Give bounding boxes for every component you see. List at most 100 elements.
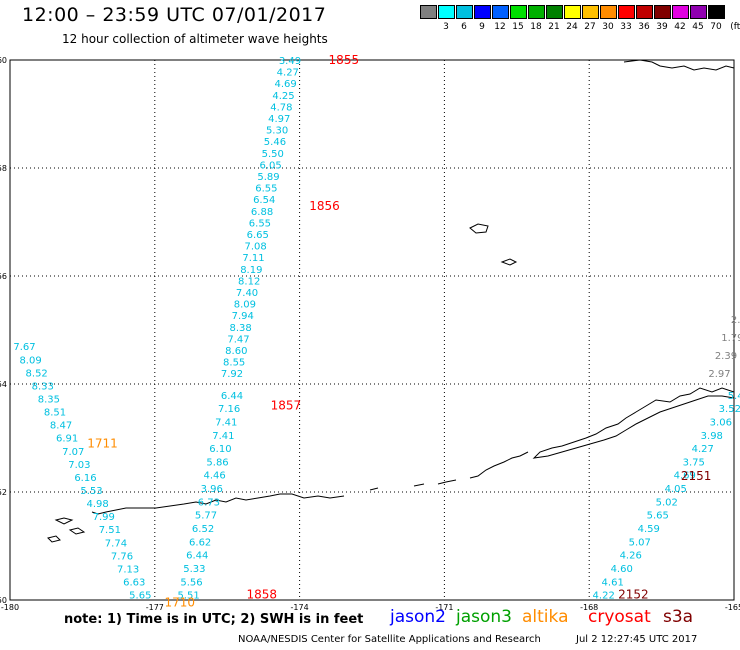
wave-height-value: 8.33 <box>32 381 54 392</box>
lon-tick-label: -168 <box>580 603 598 612</box>
wave-height-value: 4.60 <box>611 564 633 575</box>
wave-height-value: 2.39 <box>715 351 737 362</box>
wave-height-value: 4.61 <box>602 577 624 588</box>
legend-label: 12 <box>494 22 506 32</box>
wave-height-value: 4.59 <box>638 524 660 535</box>
lat-lon-grid: 60 58 56 54 52 50-180 -177 -174 -171 -168 -165 <box>0 56 740 612</box>
map-frame <box>9 59 735 601</box>
wave-height-value: 6.10 <box>209 444 231 455</box>
wave-height-value: 7.92 <box>221 369 243 380</box>
wave-height-value: 6.55 <box>255 184 277 195</box>
satellite-name-cryosat: cryosat <box>588 607 651 627</box>
legend-swatch <box>564 5 581 19</box>
wave-height-value: 5.46 <box>264 137 286 148</box>
wave-height-value: 6.62 <box>189 537 211 548</box>
wave-height-value: 8.47 <box>50 421 72 432</box>
credit-text: NOAA/NESDIS Center for Satellite Applica… <box>238 634 541 645</box>
wave-height-value: 6.73 <box>198 497 220 508</box>
wave-height-value: 7.41 <box>215 417 237 428</box>
wave-height-value: 6.05 <box>260 160 282 171</box>
wave-height-value: 4.27 <box>692 444 714 455</box>
wave-height-value: 4.46 <box>204 471 226 482</box>
legend-label: 15 <box>512 22 524 32</box>
wave-height-value: 5.53 <box>80 486 102 497</box>
lat-tick-label: 54 <box>0 380 7 389</box>
legend-swatch <box>582 5 599 19</box>
wave-height-value: 7.41 <box>212 431 234 442</box>
pass-time-label: 1711 <box>87 436 118 450</box>
wave-height-value: 5.56 <box>180 577 202 588</box>
legend-label: 39 <box>656 22 668 32</box>
wave-height-value: 8.09 <box>234 300 256 311</box>
legend-swatch <box>708 5 725 19</box>
lat-tick-label: 60 <box>0 56 7 65</box>
alaska-peninsula-coast <box>532 387 735 459</box>
legend-label: 36 <box>638 22 650 32</box>
wave-height-value: 5.86 <box>206 457 228 468</box>
footer-note: note: 1) Time is in UTC; 2) SWH is in fe… <box>64 612 364 627</box>
alaska-mainland-coast <box>623 59 735 71</box>
wave-height-value: 5.33 <box>183 564 205 575</box>
wave-height-value: 4.27 <box>277 68 299 79</box>
legend-swatch <box>672 5 689 19</box>
wave-height-value: 8.51 <box>44 408 66 419</box>
legend-label: 18 <box>530 22 542 32</box>
wave-height-value: 8.09 <box>19 355 41 366</box>
lat-tick-label: 50 <box>0 596 7 605</box>
wave-height-value: 6.65 <box>247 230 269 241</box>
satellite-name-jason3: jason3 <box>456 607 512 627</box>
wave-height-value: 4.78 <box>270 102 292 113</box>
map-title: 12:00 – 23:59 UTC 07/01/2017 <box>22 4 327 26</box>
pass-time-label: 2152 <box>618 588 649 602</box>
lat-tick-label: 56 <box>0 272 7 281</box>
wave-height-value: 7.99 <box>93 512 115 523</box>
wave-height-value: 6.52 <box>192 524 214 535</box>
satellite-name-jason2: jason2 <box>390 607 446 627</box>
wave-height-value: 7.03 <box>68 460 90 471</box>
legend-label: 24 <box>566 22 578 32</box>
lon-tick-label: -171 <box>435 603 453 612</box>
satellite-name-s3a: s3a <box>663 607 694 627</box>
wave-height-value: 6.16 <box>74 473 96 484</box>
wave-height-value: 8.35 <box>38 394 60 405</box>
wave-height-value: 8.60 <box>225 346 247 357</box>
pass-time-label: 1855 <box>329 53 360 67</box>
pass-time-label: 1856 <box>309 199 340 213</box>
wave-height-value: 7.94 <box>232 311 254 322</box>
legend-swatch <box>456 5 473 19</box>
satellite-name-altika: altika <box>522 607 569 627</box>
wave-height-value: 4.98 <box>87 499 109 510</box>
wave-height-value: 8.12 <box>238 276 260 287</box>
wave-height-value: 7.51 <box>99 525 121 536</box>
wave-height-value: 7.40 <box>236 288 258 299</box>
wave-height-value: 5.41 <box>728 391 740 402</box>
legend-label: 27 <box>584 22 596 32</box>
wave-height-value: 4.69 <box>275 79 297 90</box>
wave-height-value: 4.97 <box>268 114 290 125</box>
wave-height-value: 5.77 <box>195 511 217 522</box>
wave-height-value: 7.76 <box>111 551 133 562</box>
legend-swatch <box>474 5 491 19</box>
coastline <box>47 59 735 543</box>
wave-height-value: 3.52 <box>719 404 740 415</box>
lon-tick-label: -177 <box>146 603 164 612</box>
wave-height-value: 4.05 <box>665 484 687 495</box>
legend-label: 21 <box>548 22 560 32</box>
lat-tick-label: 58 <box>0 164 7 173</box>
altimeter-tracks: 3.494.274.694.254.784.975.305.465.506.05… <box>13 56 740 602</box>
wave-height-value: 5.65 <box>647 511 669 522</box>
legend-swatch <box>690 5 707 19</box>
legend-swatch <box>492 5 509 19</box>
wave-height-value: 4.22 <box>593 591 615 602</box>
wave-height-value: 2.4 <box>731 315 740 326</box>
wave-height-value: 7.08 <box>244 242 266 253</box>
wave-height-value: 8.19 <box>240 265 262 276</box>
wave-height-value: 5.51 <box>177 591 199 602</box>
pass-time-label: 1857 <box>271 399 302 413</box>
wave-height-value: 6.44 <box>186 551 208 562</box>
wave-height-value: 6.88 <box>251 207 273 218</box>
wave-height-value: 8.55 <box>223 358 245 369</box>
wave-height-value: 8.38 <box>229 323 251 334</box>
legend-label: 42 <box>674 22 686 32</box>
